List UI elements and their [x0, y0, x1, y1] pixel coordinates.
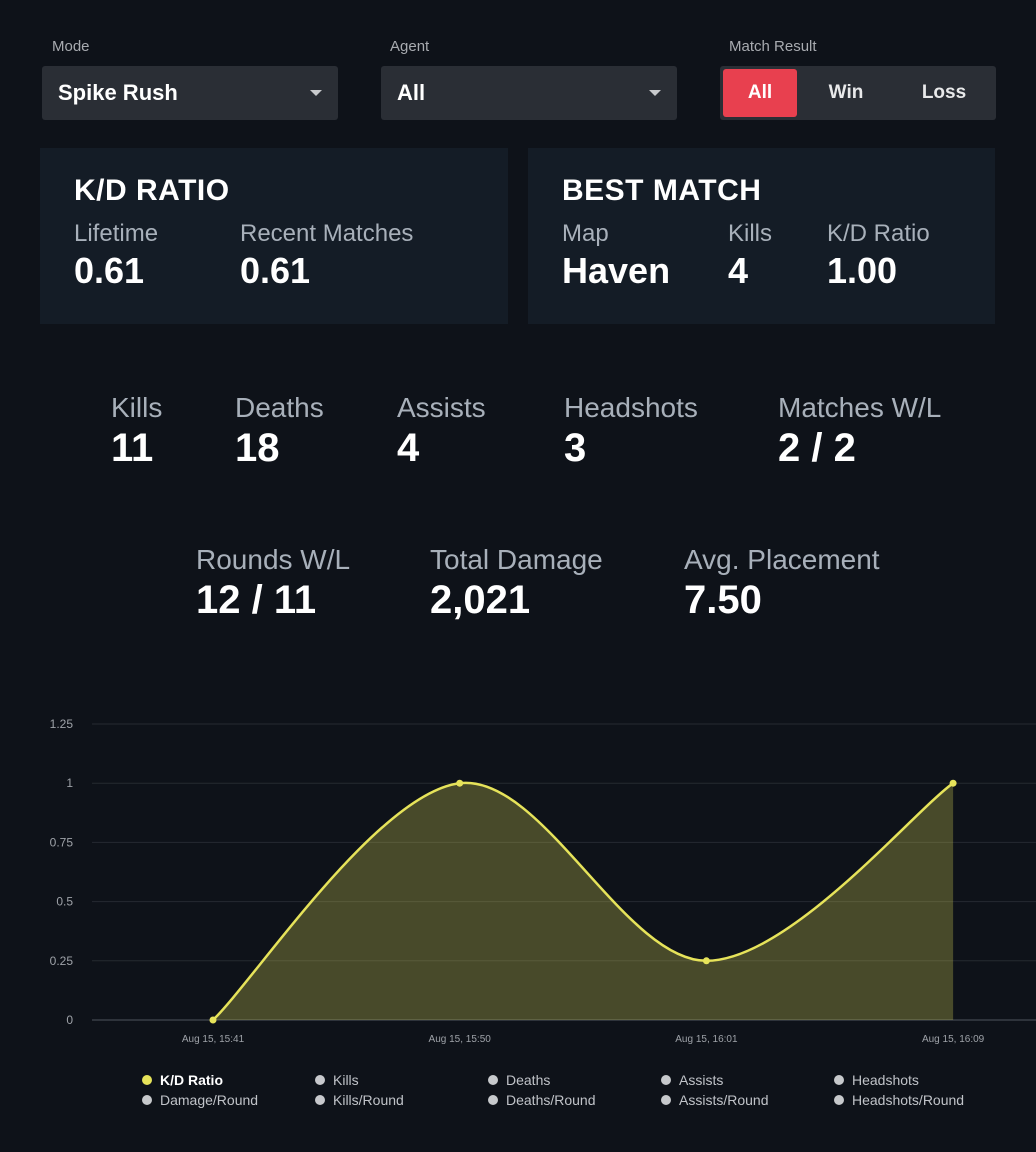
mode-value: Spike Rush — [58, 80, 178, 105]
result-all-button[interactable]: All — [723, 69, 797, 117]
data-point — [209, 1016, 217, 1024]
kd-ratio-chart: 0 0.25 0.5 0.75 1 1.25 Aug 15, 15:41 Aug 15, 15… — [50, 717, 1036, 1045]
match-result-label: Match Result — [729, 38, 817, 55]
card-title: K/D RATIO — [74, 174, 230, 207]
data-point — [456, 779, 464, 787]
y-tick-label: 0.25 — [50, 954, 74, 968]
stat-value: 11 — [111, 426, 154, 470]
legend-item[interactable]: Headshots — [834, 1072, 1007, 1088]
legend-dot-icon — [488, 1095, 498, 1105]
best-match-card: BEST MATCH Map Haven Kills 4 K/D Ratio 1.00 — [528, 148, 995, 324]
legend-item[interactable]: Kills/Round — [315, 1092, 488, 1108]
x-tick-label: Aug 15, 16:09 — [922, 1034, 985, 1045]
lifetime-label: Lifetime — [74, 220, 159, 247]
legend-label: Damage/Round — [160, 1092, 259, 1108]
data-point — [702, 957, 710, 965]
kd-ratio-card: K/D RATIO Lifetime 0.61 Recent Matches 0.6… — [40, 148, 508, 324]
stat-value: 2 / 2 — [778, 426, 856, 470]
stat-label: Matches W/L — [778, 392, 942, 423]
stat-value: 7.50 — [684, 578, 762, 622]
stat-avg-placement: Avg. Placement 7.50 — [684, 544, 880, 623]
chevron-down-icon — [310, 90, 322, 96]
y-tick-label: 1.25 — [50, 717, 74, 731]
legend-label: Kills — [333, 1072, 359, 1088]
mode-dropdown[interactable]: Spike Rush — [42, 66, 338, 120]
x-tick-label: Aug 15, 15:41 — [182, 1034, 245, 1045]
stat-value: 4 — [397, 426, 420, 470]
stat-rounds-wl: Rounds W/L 12 / 11 — [196, 544, 350, 623]
kd-line — [212, 781, 954, 1021]
legend-label: Kills/Round — [333, 1092, 404, 1108]
x-tick-label: Aug 15, 16:01 — [675, 1034, 738, 1045]
legend-item[interactable]: Deaths — [488, 1072, 661, 1088]
stat-label: Headshots — [564, 392, 698, 423]
agent-value: All — [397, 80, 426, 105]
recent-value: 0.61 — [240, 250, 311, 291]
stat-total-damage: Total Damage 2,021 — [430, 544, 603, 623]
legend-dot-icon — [488, 1075, 498, 1085]
legend-dot-icon — [834, 1075, 844, 1085]
data-point — [949, 779, 957, 787]
kd-label: K/D Ratio — [827, 220, 930, 247]
legend-dot-icon — [661, 1095, 671, 1105]
result-loss-button[interactable]: Loss — [921, 82, 967, 103]
legend-label: Headshots/Round — [852, 1092, 965, 1108]
stat-value: 18 — [235, 426, 280, 470]
legend-dot-icon — [834, 1095, 844, 1105]
stat-label: Deaths — [235, 392, 324, 423]
legend-dot-icon — [142, 1095, 152, 1105]
x-tick-label: Aug 15, 15:50 — [429, 1034, 492, 1045]
legend-dot-icon — [315, 1095, 325, 1105]
y-tick-label: 1 — [66, 776, 73, 790]
y-tick-label: 0.75 — [50, 835, 74, 849]
stat-label: Total Damage — [430, 544, 603, 575]
chart-legend: K/D Ratio Kills Deaths Assists Headshots Dama… — [142, 1072, 1007, 1108]
stat-label: Avg. Placement — [684, 544, 880, 575]
lifetime-value: 0.61 — [74, 250, 145, 291]
legend-item[interactable]: Kills — [315, 1072, 488, 1088]
legend-dot-icon — [315, 1075, 325, 1085]
kills-label: Kills — [728, 220, 773, 247]
legend-label: Deaths — [506, 1072, 551, 1088]
kills-value: 4 — [728, 250, 749, 291]
stat-value: 2,021 — [430, 578, 531, 622]
chevron-down-icon — [649, 90, 661, 96]
legend-label: Assists/Round — [679, 1092, 769, 1108]
kd-value: 1.00 — [827, 250, 898, 291]
agent-dropdown[interactable]: All — [381, 66, 677, 120]
y-tick-label: 0.5 — [56, 895, 73, 909]
legend-label: Headshots — [852, 1072, 919, 1088]
match-result-toggle: All Win Loss — [720, 66, 996, 120]
kd-area-fill — [213, 782, 954, 1020]
card-title: BEST MATCH — [562, 174, 762, 207]
stat-kills: Kills 11 — [111, 392, 162, 471]
stat-label: Rounds W/L — [196, 544, 351, 575]
stat-assists: Assists 4 — [397, 392, 486, 471]
map-label: Map — [562, 220, 609, 247]
recent-label: Recent Matches — [240, 220, 414, 247]
stat-deaths: Deaths 18 — [235, 392, 324, 471]
legend-label: Assists — [679, 1072, 724, 1088]
legend-dot-icon — [142, 1075, 152, 1085]
legend-item[interactable]: Damage/Round — [142, 1092, 315, 1108]
result-win-button[interactable]: Win — [828, 82, 864, 103]
legend-dot-icon — [661, 1075, 671, 1085]
map-value: Haven — [562, 250, 671, 291]
stat-value: 12 / 11 — [196, 578, 317, 622]
legend-item[interactable]: Deaths/Round — [488, 1092, 661, 1108]
legend-label: Deaths/Round — [506, 1092, 596, 1108]
legend-item[interactable]: K/D Ratio — [142, 1072, 315, 1088]
legend-label: K/D Ratio — [160, 1072, 223, 1088]
legend-item[interactable]: Assists/Round — [661, 1092, 834, 1108]
stat-value: 3 — [564, 426, 587, 470]
y-tick-label: 0 — [66, 1013, 73, 1027]
stat-headshots: Headshots 3 — [564, 392, 698, 471]
legend-item[interactable]: Assists — [661, 1072, 834, 1088]
stat-label: Assists — [397, 392, 486, 423]
mode-label: Mode — [52, 38, 90, 55]
legend-item[interactable]: Headshots/Round — [834, 1092, 1007, 1108]
agent-label: Agent — [390, 38, 430, 55]
stat-matches-wl: Matches W/L 2 / 2 — [778, 392, 941, 471]
stat-label: Kills — [111, 392, 163, 423]
